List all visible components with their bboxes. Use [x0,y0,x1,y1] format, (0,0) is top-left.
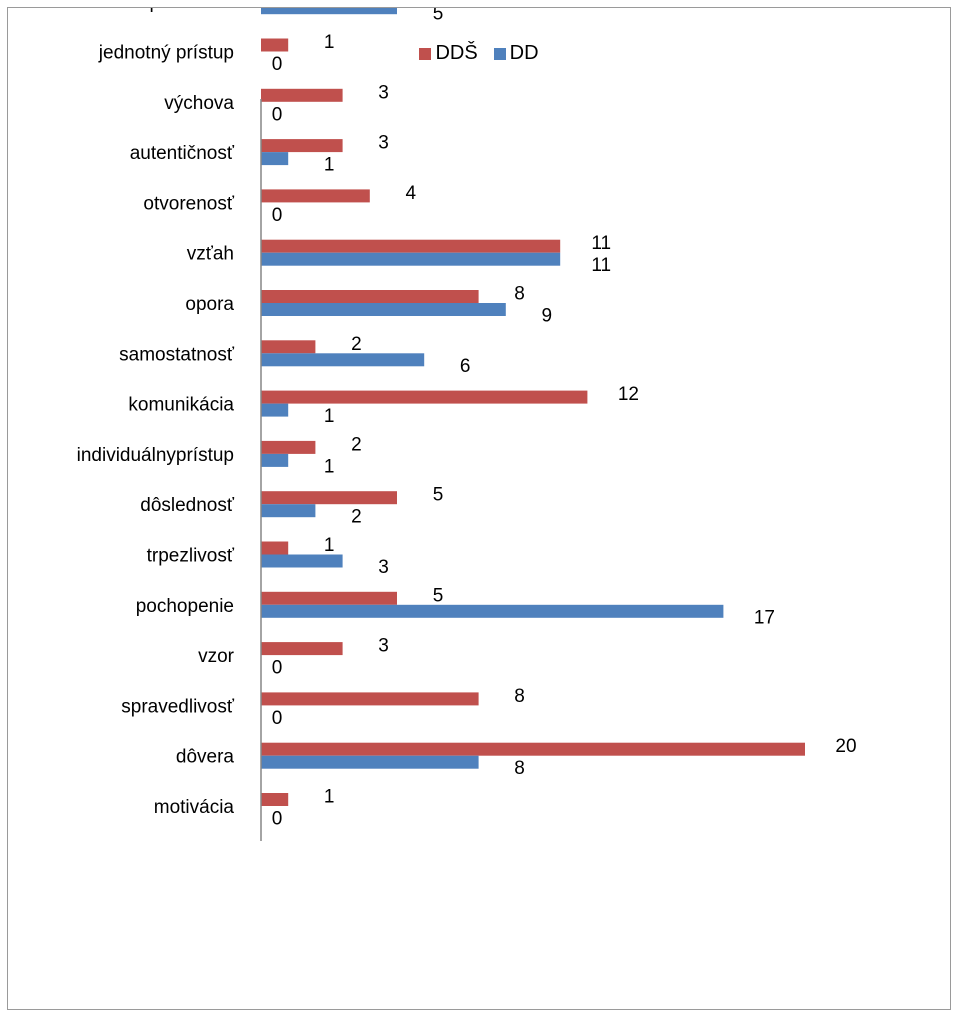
data-label-dd-komunikacia: 1 [324,406,335,427]
bar-dd-komunikacia [261,403,289,417]
bar-dd-trpezlivost [261,554,343,568]
category-label-opora: opora [185,294,234,315]
bar-dd-autenticnost [261,152,289,166]
data-label-dd-dovera: 8 [514,758,525,779]
category-label-jednotny-pristup: jednotný prístup [98,43,234,64]
category-label-otvorenost: otvorenosť [143,193,234,214]
data-label-dds-individualnypristup: 2 [351,434,362,455]
data-label-dd-autenticnost: 1 [324,155,335,176]
legend-item-ddš: DDŠ [419,42,478,65]
data-label-dd-doslednost: 2 [351,507,362,528]
data-label-dds-otvorenost: 4 [406,183,417,204]
bar-dds-samostatnost [261,340,316,354]
category-label-motivacia: motivácia [154,797,235,818]
bar-dds-komunikacia [261,390,588,404]
data-label-dds-jednotny-pristup: 1 [324,32,335,53]
data-label-dds-doslednost: 5 [433,485,444,506]
data-label-dd-motivacia: 0 [272,809,283,830]
bar-dds-spravedlivost [261,692,479,706]
category-label-dovera: dôvera [176,747,235,768]
data-label-dd-opora: 9 [542,306,553,327]
category-label-spravedlivost: spravedlivosť [121,696,235,717]
category-label-trpezlivost: trpezlivosť [147,546,235,567]
data-label-dd-vzor: 0 [272,658,283,679]
data-label-dd-individualnypristup: 1 [324,456,335,477]
bar-dds-vychova [261,88,343,102]
legend-swatch-ddš [419,47,432,60]
bar-dds-motivacia [261,793,289,806]
data-label-dds-pochopenie: 5 [433,585,444,606]
bar-dd-rodinne-prostredie [261,1,397,15]
chart-frame: DDŠ DD motivácia 1 0 dôvera 20 8 spravedlivosť… [7,0,951,1010]
bar-dd-dovera [261,755,479,769]
bar-dds-dovera [261,742,805,756]
bar-dd-vztah [261,252,561,266]
category-label-doslednost: dôslednosť [140,495,235,516]
category-label-autenticnost: autentičnosť [130,143,235,164]
data-label-dds-vztah: 11 [591,233,611,254]
data-label-dd-pochopenie: 17 [754,607,775,628]
bar-dds-autenticnost [261,139,343,153]
bar-dds-vztah [261,239,561,253]
data-label-dd-spravedlivost: 0 [272,708,283,729]
data-label-dd-otvorenost: 0 [272,205,283,226]
bar-dds-doslednost [261,491,397,505]
bar-dds-trpezlivost [261,541,289,555]
data-label-dds-samostatnost: 2 [351,334,362,355]
data-label-dd-rodinne-prostredie: 5 [433,8,444,25]
data-label-dds-dovera: 20 [835,736,856,757]
data-label-dds-trpezlivost: 1 [324,535,335,556]
data-label-dd-trpezlivost: 3 [378,557,389,578]
bar-dd-opora [261,303,506,316]
legend-label-ddš: DDŠ [435,42,478,64]
category-label-samostatnost: samostatnosť [119,344,235,365]
category-label-komunikacia: komunikácia [128,395,234,416]
legend-label-dd: DD [509,42,539,64]
data-label-dd-vztah: 11 [591,255,611,276]
chart-legend: DDŠ DD [8,42,950,65]
data-label-dds-motivacia: 1 [324,787,335,808]
data-label-dd-samostatnost: 6 [460,356,471,377]
bar-dds-otvorenost [261,189,370,203]
bar-dd-doslednost [261,504,316,518]
data-label-dds-spravedlivost: 8 [514,686,525,707]
category-label-vychova: výchova [164,93,234,114]
data-label-dds-komunikacia: 12 [618,384,639,405]
legend-item-dd: DD [493,42,539,65]
bar-dds-pochopenie [261,591,397,605]
legend-swatch-dd [493,47,506,60]
data-label-dd-vychova: 0 [272,104,283,125]
data-label-dds-vzor: 3 [378,636,389,657]
category-label-pochopenie: pochopenie [136,596,234,617]
bar-dds-individualnypristup [261,440,316,454]
data-label-dds-vychova: 3 [378,82,389,103]
category-label-vzor: vzor [198,646,235,667]
bar-dds-jednotny-pristup [261,38,289,52]
category-label-individualnypristup: individuálnyprístup [77,445,234,466]
category-label-vztah: vzťah [187,244,234,265]
data-label-dds-autenticnost: 3 [378,133,389,154]
data-label-dds-opora: 8 [514,284,525,305]
bar-dds-vzor [261,642,343,656]
category-label-rodinne-prostredie: rodinné prostredie [81,8,234,13]
bar-dd-samostatnost [261,353,425,367]
bar-dd-pochopenie [261,604,724,618]
data-label-dd-jednotny-pristup: 0 [272,54,283,75]
bar-dd-individualnypristup [261,453,289,467]
bar-dds-opora [261,290,479,303]
